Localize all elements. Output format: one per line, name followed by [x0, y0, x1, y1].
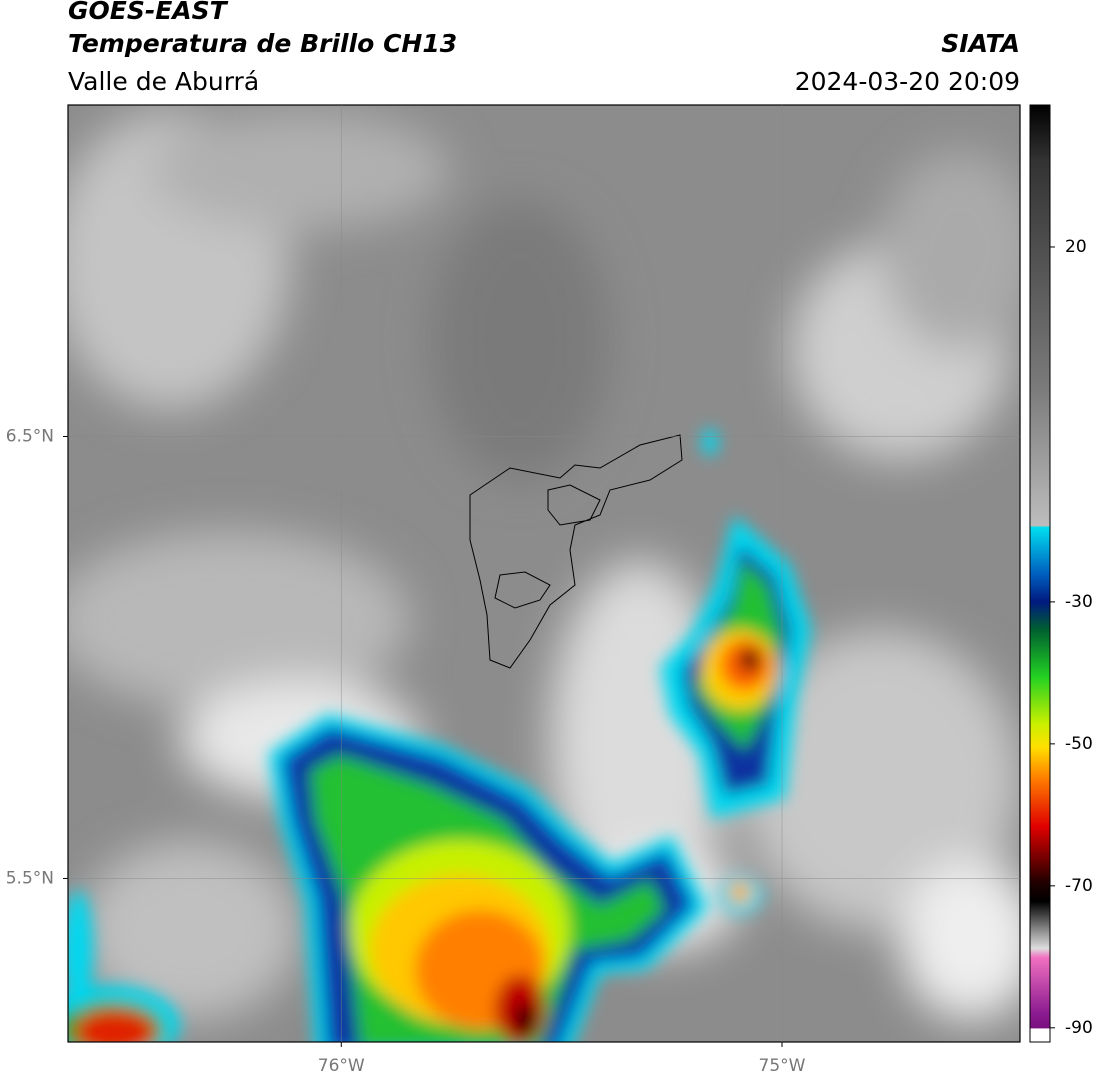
source: SIATA [941, 29, 1020, 58]
colorbar-ticks: 20 -30 -50 -70 -90 [1050, 237, 1093, 1038]
y-tick-label: 6.5°N [6, 426, 54, 446]
title: GOES-EAST [68, 0, 229, 25]
colorbar-tick-label: 20 [1065, 237, 1087, 257]
colorbar [1029, 104, 1051, 1043]
graticule: 76°W 75°W 6.5°N 5.5°N [6, 105, 1020, 1076]
colorbar-tick-label: -30 [1065, 592, 1093, 612]
x-tick-label: 75°W [759, 1056, 806, 1076]
x-tick-label: 76°W [318, 1056, 365, 1076]
colorbar-tick-label: -70 [1065, 876, 1093, 896]
y-tick-label: 5.5°N [6, 868, 54, 888]
datetime: 2024-03-20 20:09 [795, 67, 1020, 96]
map-frame [67, 104, 1021, 1043]
satellite-image [68, 105, 1020, 1042]
subtitle: Temperatura de Brillo CH13 [68, 29, 457, 58]
region: Valle de Aburrá [68, 67, 259, 96]
colorbar-tick-label: -90 [1065, 1018, 1093, 1038]
colorbar-tick-label: -50 [1065, 734, 1093, 754]
